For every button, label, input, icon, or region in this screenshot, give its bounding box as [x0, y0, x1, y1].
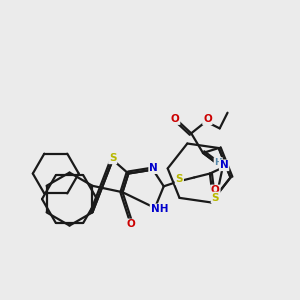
- Text: N: N: [220, 160, 229, 170]
- Text: N: N: [149, 163, 158, 173]
- Text: S: S: [212, 193, 219, 202]
- Text: O: O: [127, 219, 135, 230]
- Text: H: H: [214, 158, 222, 167]
- Text: S: S: [176, 174, 183, 184]
- Text: S: S: [109, 153, 116, 163]
- Text: O: O: [203, 114, 212, 124]
- Text: NH: NH: [151, 204, 168, 214]
- Text: O: O: [211, 185, 220, 195]
- Text: O: O: [171, 114, 179, 124]
